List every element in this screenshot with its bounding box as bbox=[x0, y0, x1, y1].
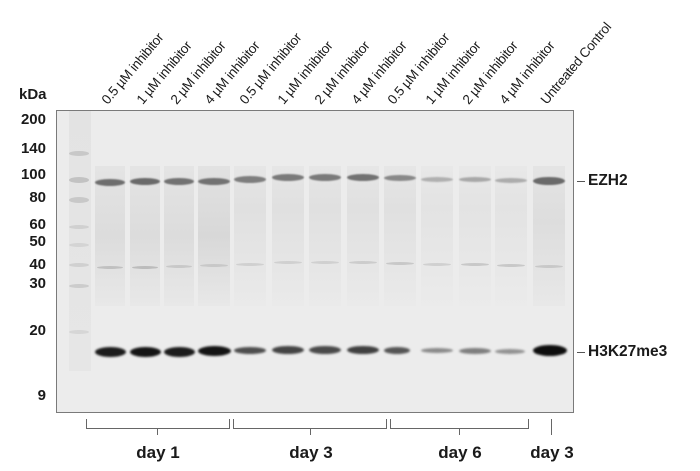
h3k27me3-band-9 bbox=[384, 347, 410, 354]
ladder-lane bbox=[69, 111, 91, 371]
minor-band-9 bbox=[386, 262, 414, 265]
lane-smear-4 bbox=[198, 166, 230, 306]
h3k27me3-band-8 bbox=[347, 346, 379, 354]
lane-smear-7 bbox=[309, 166, 341, 306]
minor-band-5 bbox=[236, 263, 264, 266]
group-label-day1: day 1 bbox=[136, 443, 180, 462]
lane-smear-5 bbox=[234, 166, 266, 306]
ladder-band-80 bbox=[69, 197, 89, 203]
ezh2-tick bbox=[577, 181, 585, 182]
ezh2-band-1 bbox=[95, 179, 125, 186]
minor-band-8 bbox=[349, 261, 377, 264]
mw-marker-9: 9 bbox=[37, 387, 46, 404]
minor-band-12 bbox=[497, 264, 525, 267]
mw-unit-label: kDa bbox=[19, 86, 47, 103]
mw-marker-20: 20 bbox=[29, 322, 46, 339]
h3k27me3-band-7 bbox=[309, 346, 341, 354]
ladder-band-30 bbox=[69, 284, 89, 288]
group-bracket-day3-stem bbox=[310, 429, 311, 435]
mw-marker-100: 100 bbox=[20, 166, 46, 183]
lane-smear-13 bbox=[533, 166, 565, 306]
lane-smear-8 bbox=[347, 166, 379, 306]
ezh2-band-11 bbox=[459, 177, 491, 182]
h3k27me3-band-2 bbox=[130, 347, 161, 357]
lane-smear-10 bbox=[421, 166, 453, 306]
western-blot-membrane bbox=[56, 110, 574, 413]
lane-smear-12 bbox=[495, 166, 527, 306]
ezh2-band-3 bbox=[164, 178, 194, 185]
group-label-day6: day 6 bbox=[438, 443, 482, 462]
lane-smear-6 bbox=[272, 166, 304, 306]
ezh2-band-4 bbox=[198, 178, 230, 185]
mw-marker-30: 30 bbox=[29, 275, 46, 292]
ladder-band-60 bbox=[69, 225, 89, 229]
ezh2-band-2 bbox=[130, 178, 160, 185]
ezh2-band-7 bbox=[309, 174, 341, 181]
target-label-ezh2: EZH2 bbox=[588, 172, 628, 189]
ladder-band-50 bbox=[69, 243, 89, 247]
group-bracket-day1-stem bbox=[157, 429, 158, 435]
minor-band-4 bbox=[200, 264, 228, 267]
h3k27me3-tick bbox=[577, 352, 585, 353]
group-label-day3: day 3 bbox=[289, 443, 333, 462]
ladder-band-100 bbox=[69, 177, 89, 183]
h3k27me3-band-11 bbox=[459, 348, 491, 354]
lane-smear-3 bbox=[164, 166, 194, 306]
group-bracket-day1 bbox=[86, 419, 230, 429]
ladder-band-40 bbox=[69, 263, 89, 267]
lane-smear-1 bbox=[95, 166, 125, 306]
minor-band-2 bbox=[132, 266, 158, 269]
ladder-band-20 bbox=[69, 330, 89, 334]
ezh2-band-6 bbox=[272, 174, 304, 181]
ezh2-band-10 bbox=[421, 177, 453, 182]
h3k27me3-band-3 bbox=[164, 347, 195, 357]
minor-band-13 bbox=[535, 265, 563, 268]
mw-marker-50: 50 bbox=[29, 233, 46, 250]
target-label-h3k27me3: H3K27me3 bbox=[588, 343, 668, 360]
group-bracket-day3 bbox=[233, 419, 387, 429]
lane-smear-2 bbox=[130, 166, 160, 306]
mw-marker-80: 80 bbox=[29, 189, 46, 206]
h3k27me3-band-5 bbox=[234, 347, 266, 354]
ezh2-band-8 bbox=[347, 174, 379, 181]
mw-marker-40: 40 bbox=[29, 256, 46, 273]
h3k27me3-band-1 bbox=[95, 347, 126, 357]
mw-marker-60: 60 bbox=[29, 216, 46, 233]
minor-band-10 bbox=[423, 263, 451, 266]
ladder-band-140 bbox=[69, 151, 89, 156]
minor-band-3 bbox=[166, 265, 192, 268]
ezh2-band-13 bbox=[533, 177, 565, 185]
ezh2-band-12 bbox=[495, 178, 527, 183]
h3k27me3-band-4 bbox=[198, 346, 231, 356]
group-bracket-day6-stem bbox=[459, 429, 460, 435]
lane-label-13: Untreated Control bbox=[537, 19, 615, 107]
lane-smear-11 bbox=[459, 166, 491, 306]
minor-band-1 bbox=[97, 266, 123, 269]
h3k27me3-band-12 bbox=[495, 349, 525, 354]
ezh2-band-9 bbox=[384, 175, 416, 181]
h3k27me3-band-6 bbox=[272, 346, 304, 354]
minor-band-11 bbox=[461, 263, 489, 266]
h3k27me3-band-13 bbox=[533, 345, 567, 356]
lane-smear-9 bbox=[384, 166, 416, 306]
mw-marker-140: 140 bbox=[20, 140, 46, 157]
minor-band-6 bbox=[274, 261, 302, 264]
mw-marker-200: 200 bbox=[20, 111, 46, 128]
minor-band-7 bbox=[311, 261, 339, 264]
ezh2-band-5 bbox=[234, 176, 266, 183]
group-bracket-day6 bbox=[390, 419, 529, 429]
group-bracket-control-stem bbox=[551, 419, 552, 435]
h3k27me3-band-10 bbox=[421, 348, 453, 353]
group-label-control-day3: day 3 bbox=[530, 443, 574, 462]
